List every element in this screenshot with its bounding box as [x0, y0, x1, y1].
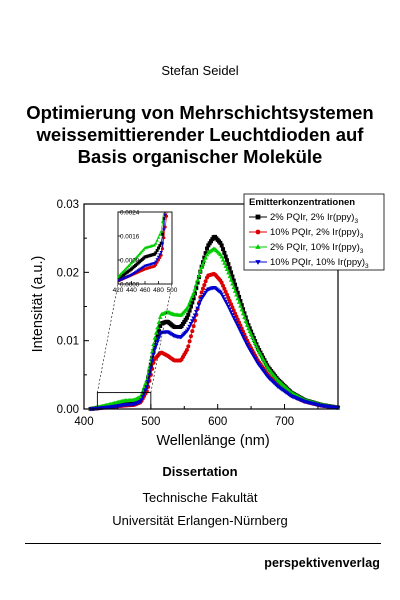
divider-line — [25, 543, 381, 544]
chart-legend: Emitterkonzentrationen 2% PQIr, 2% Ir(ppy… — [243, 193, 385, 271]
legend-box — [243, 193, 385, 271]
main-plot-marks — [88, 234, 341, 412]
legend-label: 10% PQIr, 2% Ir(ppy)3 — [270, 227, 364, 240]
legend-marker — [255, 244, 261, 249]
inset-series-line — [118, 212, 164, 278]
x-tick-label: 600 — [208, 416, 227, 428]
legend-entry: 2% PQIr, 10% Ir(ppy)3 — [249, 242, 364, 255]
x-tick-label: 700 — [275, 416, 294, 428]
y-tick-label: 0.02 — [57, 267, 79, 279]
y-tick-label: 0.01 — [57, 336, 79, 348]
legend-entry: 10% PQIr, 2% Ir(ppy)3 — [249, 227, 364, 240]
y-tick-label: 0.03 — [57, 199, 79, 211]
legend-marker — [255, 214, 261, 220]
legend-entry: 2% PQIr, 2% Ir(ppy)3 — [249, 212, 358, 225]
inset-data-point — [164, 188, 167, 191]
x-tick-label: 500 — [141, 416, 160, 428]
inset-x-tick-label: 440 — [126, 287, 137, 294]
zoom-connector — [150, 283, 173, 393]
legend-entry: 10% PQIr, 10% Ir(ppy)3 — [249, 257, 369, 270]
inset-x-tick-label: 420 — [113, 287, 124, 294]
main-plot-axes: 400 500 600 700 0.00 0.01 0.02 0.03 — [57, 199, 319, 428]
inset-data-point — [118, 275, 120, 279]
legend-marker — [255, 229, 261, 235]
legend-label: 2% PQIr, 2% Ir(ppy)3 — [270, 212, 358, 225]
author-name: Stefan Seidel — [161, 63, 239, 78]
title-line-3: Basis organischer Moleküle — [77, 146, 323, 167]
inset-series-line — [118, 212, 166, 282]
series-line — [90, 248, 339, 410]
zoom-connector — [97, 283, 119, 393]
inset-y-tick-label: 0.0000 — [120, 282, 140, 289]
inset-plot: 420 440 460 480 500 0.0000 0.0008 0.0016 0.0024 — [96, 188, 178, 410]
series-4 — [88, 285, 341, 412]
publisher-name: perspektivenverlag — [264, 556, 380, 570]
inset-marks — [118, 188, 169, 283]
inset-data-point — [165, 199, 168, 202]
legend-label: 10% PQIr, 10% Ir(ppy)3 — [270, 257, 369, 270]
inset-x-tick-label: 480 — [153, 287, 164, 294]
inset-y-tick-label: 0.0016 — [120, 234, 140, 241]
title-line-1: Optimierung von Mehrschichtsystemen — [26, 102, 374, 123]
document-type: Dissertation — [162, 464, 238, 479]
inset-x-tick-label: 500 — [167, 287, 178, 294]
y-tick-label: 0.00 — [57, 404, 79, 416]
legend-title: Emitterkonzentrationen — [249, 197, 355, 208]
inset-data-point — [165, 188, 168, 189]
title-line-2: weissemittierender Leuchtdioden auf — [36, 124, 364, 145]
emission-spectrum-chart: 400 500 600 700 0.00 0.01 0.02 0.03 420 440 460 48… — [30, 188, 385, 449]
inset-y-tick-label: 0.0024 — [120, 210, 140, 217]
series-line — [90, 287, 339, 410]
zoom-region — [96, 392, 152, 410]
legend-marker — [255, 260, 261, 265]
legend-label: 2% PQIr, 10% Ir(ppy)3 — [270, 242, 364, 255]
x-axis-label: Wellenlänge (nm) — [156, 433, 269, 449]
y-axis-label: Intensität (a.u.) — [30, 256, 46, 353]
inset-y-tick-label: 0.0008 — [120, 258, 140, 265]
university-name: Universität Erlangen-Nürnberg — [112, 513, 288, 528]
x-tick-label: 400 — [74, 416, 93, 428]
series-line — [90, 273, 339, 410]
inset-series-4 — [118, 199, 168, 283]
inset-x-tick-label: 460 — [140, 287, 151, 294]
inset-series-3 — [118, 188, 167, 279]
faculty-name: Technische Fakultät — [142, 490, 258, 505]
book-title: Optimierung von Mehrschichtsystemen weis… — [10, 102, 390, 168]
